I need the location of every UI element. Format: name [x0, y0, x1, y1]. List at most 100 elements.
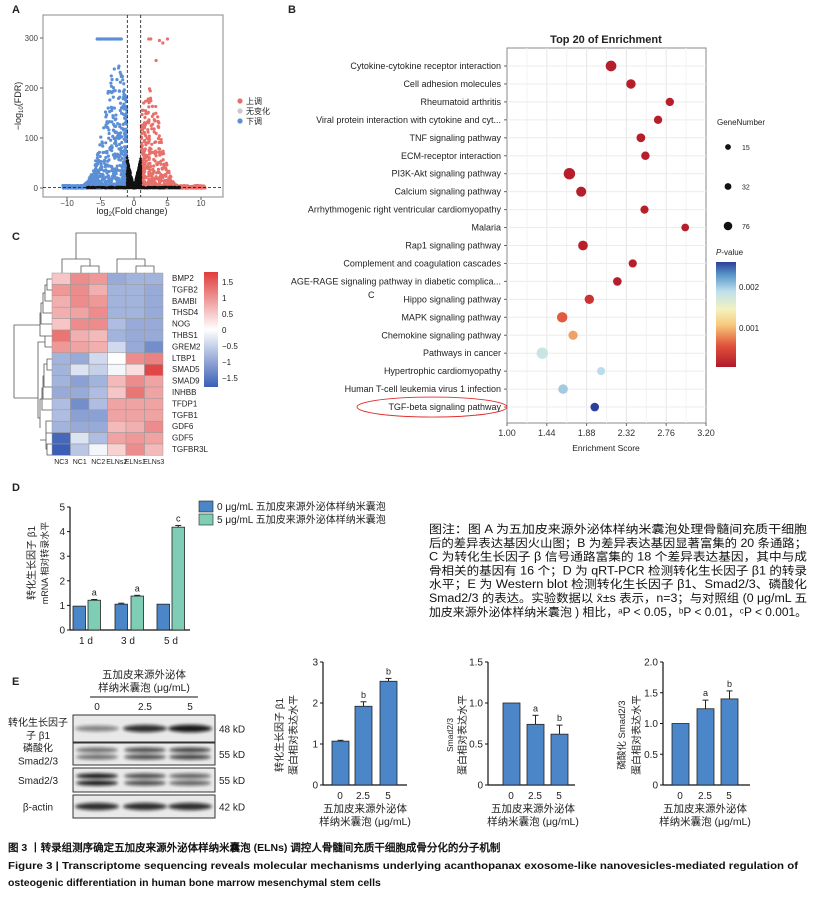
gene-point-up	[149, 124, 153, 128]
gene-point-down	[104, 175, 108, 179]
gene-point-down	[110, 106, 114, 110]
x-tick-label: 3.20	[697, 428, 715, 438]
gene-number-legend-dot	[723, 221, 733, 231]
heatmap-cell	[144, 329, 164, 342]
x-axis-title: 五加皮来源外泌体	[663, 802, 747, 815]
gene-point-none	[131, 184, 134, 187]
gene-point-up	[150, 127, 154, 131]
pathway-dot	[536, 347, 548, 359]
gene-point-down	[89, 181, 93, 185]
protein-band	[169, 754, 211, 760]
gene-point-down	[101, 150, 105, 155]
bar	[671, 723, 690, 786]
gene-point-down	[100, 167, 104, 172]
y-axis-title: 蛋白相对表达水平	[287, 695, 300, 775]
heatmap-cell	[70, 272, 90, 285]
gene-point-up	[152, 127, 156, 131]
gene-point-none	[127, 172, 131, 176]
protein-band	[124, 747, 166, 753]
gene-point-up	[165, 37, 170, 41]
gene-point-down	[93, 163, 97, 167]
heatmap-cell	[107, 352, 127, 365]
gene-point-none	[165, 185, 168, 189]
blot-row-label: 磷酸化	[23, 742, 53, 755]
gene-point-up	[146, 110, 150, 114]
gene-point-down	[115, 176, 119, 180]
heatmap-cell	[70, 329, 90, 342]
gene-point-down	[105, 149, 109, 154]
blot-row-label: Smad2/3	[18, 776, 58, 787]
gene-point-down	[106, 89, 110, 94]
note-line: 骨相关的基因有 16 个；D 为 qRT-PCR 检测转化生长因子 β1 的转录	[429, 563, 807, 577]
pathway-label: Hypertrophic cardiomyopathy	[384, 366, 502, 376]
heatmap-cell	[51, 375, 71, 388]
heatmap-cell	[88, 420, 108, 433]
gene-point-up	[144, 122, 148, 126]
figure-caption-en-line2: osteogenic differentiation in human bone…	[8, 877, 381, 889]
colorbar-tick-label: 1.5	[222, 278, 234, 287]
heatmap-cell	[70, 432, 90, 445]
heatmap-cell	[88, 363, 108, 376]
sample-label: NC2	[91, 459, 105, 466]
gene-point-down	[117, 142, 122, 146]
gene-point-down	[123, 115, 128, 119]
gene-point-up	[148, 168, 152, 172]
y-tick-label: 0.5	[469, 740, 483, 751]
row-dendrogram	[13, 278, 52, 456]
gene-point-up	[202, 185, 206, 189]
gene-point-down	[112, 67, 116, 71]
gene-point-down	[114, 130, 118, 134]
gene-point-down	[114, 141, 118, 145]
gene-point-up	[163, 178, 167, 183]
pathway-label: Calcium signaling pathway	[394, 187, 501, 197]
heatmap-cell	[88, 341, 108, 354]
p-value-legend-title: P-value	[716, 248, 744, 257]
pathway-label: Complement and coagulation cascades	[343, 258, 501, 268]
gene-point-down	[106, 164, 111, 168]
blot-row-label: 转化生长因子	[8, 716, 68, 729]
gene-point-down	[97, 168, 101, 172]
gene-point-up	[143, 174, 147, 178]
x-axis-title: 五加皮来源外泌体	[323, 802, 407, 815]
gene-point-down	[104, 113, 109, 117]
gene-number-legend-label: 76	[742, 224, 750, 231]
p-value-tick: 0.001	[739, 324, 760, 333]
gene-label: SMAD5	[172, 365, 200, 374]
gene-point-up	[146, 128, 150, 132]
gene-point-up	[159, 162, 163, 166]
gene-point-down	[100, 165, 104, 169]
heatmap-cell	[125, 306, 145, 319]
legend-marker	[237, 108, 243, 114]
gene-point-none	[96, 185, 99, 189]
gene-point-down	[115, 164, 119, 168]
gene-point-up	[190, 185, 195, 189]
heatmap-cell	[51, 329, 71, 342]
panel-label-b: B	[288, 4, 296, 16]
gene-point-down	[116, 135, 120, 139]
gene-point-down	[119, 179, 123, 184]
gene-point-up	[155, 171, 159, 175]
sample-label: ELNs1	[125, 459, 146, 466]
y-tick-label: 0.5	[644, 750, 658, 761]
gene-point-up	[143, 109, 148, 113]
gene-number-legend-label: 15	[742, 145, 750, 152]
y-tick-label: 200	[25, 84, 39, 93]
gene-point-none	[111, 186, 114, 189]
heatmap-cell	[107, 443, 127, 456]
gene-point-down	[121, 128, 126, 132]
heatmap-cell	[107, 318, 127, 331]
gene-point-down	[113, 118, 117, 122]
protein-band	[123, 802, 167, 811]
y-axis-title: mRNA 相对转录水平	[39, 522, 50, 605]
y-tick-label: 2.0	[644, 658, 658, 669]
significance-letter: a	[533, 703, 538, 713]
gene-point-up	[154, 111, 158, 115]
x-tick-label: 2.5	[698, 791, 712, 802]
pathway-dot	[636, 133, 646, 143]
panel-label-a: A	[12, 4, 20, 16]
gene-point-up	[144, 153, 148, 157]
sample-label: ELNs3	[143, 459, 164, 466]
y-tick-label: 1.0	[644, 719, 658, 730]
protein-band	[76, 747, 118, 753]
